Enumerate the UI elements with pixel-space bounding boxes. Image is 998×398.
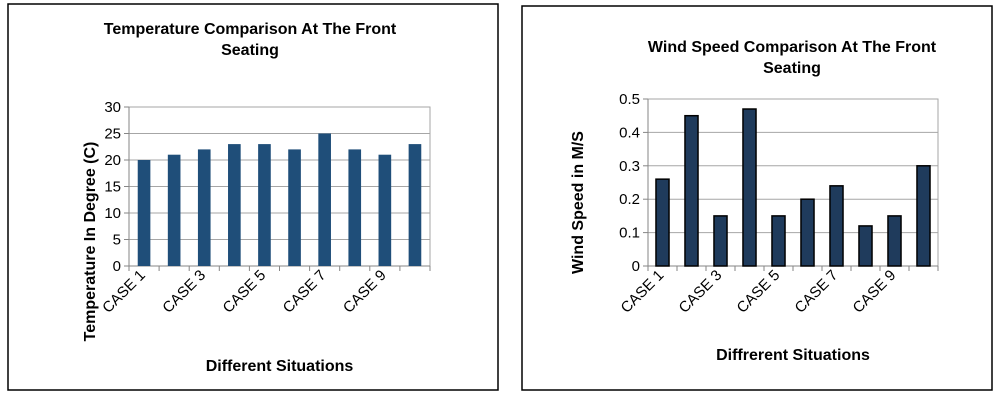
y-tick-label: 0.1	[619, 225, 640, 242]
x-category-label: CASE 7	[792, 267, 842, 317]
bar-case-4	[742, 108, 757, 267]
y-tick-label: 0	[113, 258, 121, 275]
bar-case-6	[288, 149, 301, 266]
bar-case-1	[137, 160, 151, 266]
bar-case-4	[228, 144, 241, 266]
bar-case-7	[318, 133, 331, 266]
bar-case-5	[258, 144, 271, 266]
x-category-label: CASE 9	[850, 267, 900, 317]
y-tick-label: 15	[104, 179, 121, 196]
y-tick-label: 10	[104, 205, 121, 222]
chart-title-line: Wind Speed Comparison At The Front	[648, 39, 937, 56]
y-tick-label: 0.2	[619, 191, 640, 208]
y-tick-label: 0	[632, 258, 640, 275]
temperature-chart-frame	[7, 3, 499, 391]
y-tick-label: 5	[113, 232, 121, 249]
bar-case-10	[916, 165, 931, 267]
bar-case-2	[167, 154, 181, 266]
y-tick-label: 0.4	[619, 124, 640, 141]
bar-case-8	[348, 149, 362, 266]
x-axis-label: Different Situations	[206, 358, 354, 375]
x-category-label: CASE 3	[159, 267, 209, 317]
bar-case-8	[858, 225, 873, 267]
x-category-label: CASE 5	[734, 267, 784, 317]
wind-chart-frame	[521, 5, 993, 391]
x-axis-label: Diffrerent Situations	[716, 347, 870, 364]
x-category-label: CASE 7	[280, 267, 330, 317]
chart-title-line: Temperature Comparison At The Front	[104, 21, 397, 38]
y-tick-label: 30	[104, 99, 121, 116]
wind-speed-chart: Wind Speed Comparison At The Front Seatin…	[570, 39, 939, 364]
bar-case-5	[771, 215, 786, 267]
bar-case-9	[378, 154, 392, 266]
bar-case-3	[713, 215, 728, 267]
bar-case-6	[800, 198, 815, 267]
x-category-label: CASE 9	[340, 267, 390, 317]
temperature-chart: Temperature Comparison At The Front Seati…	[82, 21, 431, 375]
x-category-label: CASE 5	[220, 267, 270, 317]
y-tick-label: 25	[104, 126, 121, 143]
bar-case-3	[197, 149, 211, 266]
chart-title-line: Seating	[221, 42, 279, 59]
chart-title-line: Seating	[763, 60, 821, 77]
bar-case-2	[684, 114, 699, 267]
bar-case-1	[655, 178, 670, 267]
y-axis-label: Wind Speed in M/S	[570, 131, 587, 274]
y-axis-label: Temperature In Degree (C)	[82, 142, 99, 342]
y-tick-label: 0.3	[619, 158, 640, 175]
y-tick-label: 0.5	[619, 91, 640, 108]
bar-case-7	[829, 185, 844, 267]
bar-case-10	[408, 144, 422, 266]
y-tick-label: 20	[104, 152, 121, 169]
x-category-label: CASE 1	[99, 267, 149, 317]
x-category-label: CASE 3	[676, 267, 726, 317]
x-category-label: CASE 1	[618, 267, 668, 317]
bar-case-9	[887, 215, 902, 267]
